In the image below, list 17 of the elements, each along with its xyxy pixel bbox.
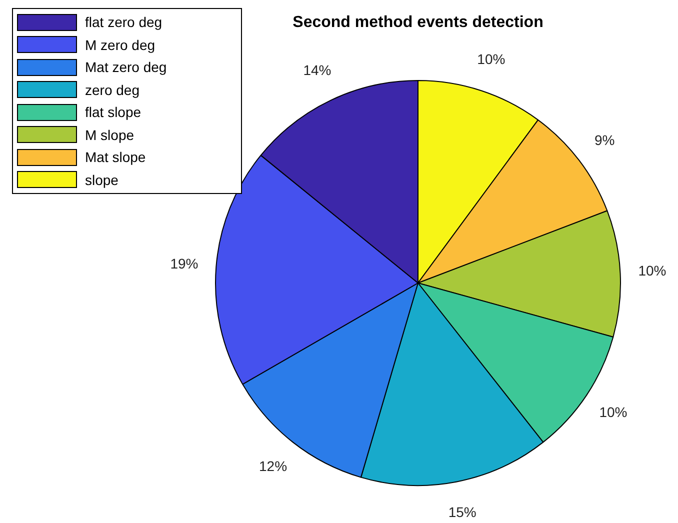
data-label: 10%: [599, 404, 628, 420]
legend-label: Mat slope: [85, 149, 146, 166]
data-label: 14%: [303, 62, 332, 78]
legend-label: zero deg: [85, 82, 140, 98]
legend-label: M slope: [85, 126, 134, 143]
legend-label: flat zero deg: [85, 14, 162, 30]
data-label: 19%: [170, 255, 198, 272]
data-label: 10%: [477, 51, 506, 68]
legend-label: M zero deg: [85, 36, 156, 53]
chart-title: Second method events detection: [292, 14, 544, 32]
legend-label: flat slope: [85, 104, 142, 120]
data-label: 9%: [594, 132, 615, 148]
legend-label: slope: [85, 172, 118, 188]
legend-label: Mat zero deg: [85, 59, 167, 76]
data-label: 15%: [448, 504, 476, 520]
data-label: 10%: [638, 262, 666, 279]
data-label: 12%: [259, 458, 288, 474]
